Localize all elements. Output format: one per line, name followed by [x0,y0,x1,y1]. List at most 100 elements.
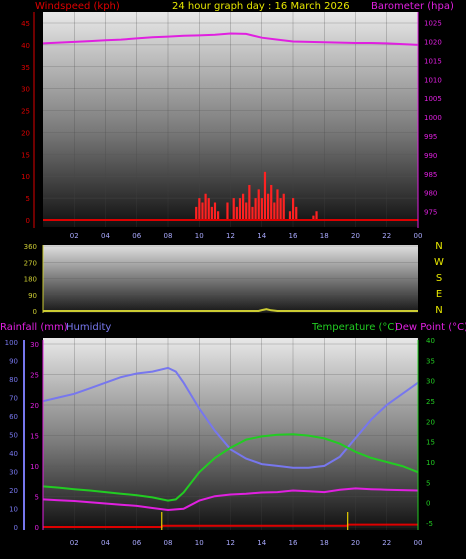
direction-tick-labels: 0 90 180 270 360 [24,243,37,316]
direction-panel-background [43,245,418,313]
windspeed-bar [198,198,201,220]
windspeed-bar [217,211,220,220]
windspeed-bar [273,202,276,220]
barometer-axis-title: Barometer (hpa) [371,1,454,12]
compass-letter: N [435,241,442,252]
windspeed-bar [295,206,298,220]
windspeed-bar [270,184,273,220]
time-tick-label: 14 [257,539,266,547]
windspeed-tick-label: 35 [21,64,30,72]
windspeed-tick-label: 5 [26,195,30,203]
barometer-tick-label: 1015 [424,57,442,65]
temperature-tick-label: 10 [426,459,435,467]
temperature-tick-label: 0 [426,500,430,508]
time-tick-label: 22 [382,539,391,547]
humidity-tick-labels: 0 10 20 30 40 50 60 70 80 90 100 [5,339,18,532]
windspeed-tick-label: 25 [21,108,30,116]
humidity-tick-label: 100 [5,339,18,347]
windspeed-bar [254,198,257,220]
graph-title: 24 hour graph day : 16 March 2026 [172,1,350,12]
windspeed-bar [312,215,315,220]
humidity-tick-label: 80 [9,376,18,384]
windspeed-tick-label: 15 [21,151,30,159]
time-tick-label: 12 [226,539,235,547]
time-tick-label: 04 [101,539,110,547]
rainfall-tick-label: 20 [30,402,39,410]
windspeed-bar [288,211,292,220]
windspeed-bar [260,198,263,220]
humidity-axis-title: Humidity [66,322,111,333]
windspeed-bar [235,206,238,220]
barometer-tick-label: 980 [424,190,437,198]
windspeed-bar [267,193,270,220]
barometer-tick-label: 1005 [424,95,442,103]
rain-event-markers [161,512,349,530]
windspeed-bar [282,193,285,220]
time-tick-label: 02 [70,232,79,240]
compass-letter: S [436,273,442,284]
humidity-tick-label: 90 [9,358,18,366]
compass-letter: N [435,305,442,316]
rainfall-axis-title: Rainfall (mm) [0,322,68,333]
temperature-tick-label: 30 [426,378,435,386]
temperature-tick-label: 15 [426,439,435,447]
time-tick-label: 12 [226,232,235,240]
windspeed-tick-label: 0 [26,217,30,225]
rainfall-tick-label: 30 [30,341,39,349]
barometer-line [42,32,419,46]
time-tick-label: 00 [414,232,423,240]
windspeed-bar [279,198,282,220]
time-tick-label: 22 [382,232,391,240]
windspeed-bar [263,171,267,220]
windspeed-bar [276,189,279,220]
direction-tick-label: 180 [24,276,37,284]
time-tick-label: 06 [132,539,141,547]
windspeed-axis-title: Windspeed (kph) [35,1,120,12]
windspeed-bar [257,189,260,220]
barometer-tick-label: 1000 [424,114,442,122]
windspeed-bar [204,193,207,220]
humidity-tick-label: 40 [9,450,18,458]
compass-letter: E [436,289,442,300]
rainfall-tick-label: 15 [30,433,39,441]
windspeed-bar [248,184,251,220]
wind-direction-line [43,308,418,312]
rainfall-tick-label: 0 [35,524,39,532]
time-tick-label: 18 [320,539,329,547]
temperature-tick-labels: -5 0 5 10 15 20 25 30 35 40 [426,337,435,528]
time-tick-label: 20 [351,539,360,547]
windspeed-bar [226,202,229,220]
windspeed-tick-label: 30 [21,86,30,94]
time-tick-label: 16 [289,539,298,547]
barometer-tick-label: 995 [424,133,437,141]
windspeed-bar [195,206,198,220]
windspeed-bar [201,202,204,220]
time-tick-label: 02 [70,539,79,547]
windspeed-bar [238,198,242,220]
barometer-tick-label: 1010 [424,76,442,84]
barometer-tick-labels: 975 980 985 990 995 1000 1005 1010 1015 1020 1025 [424,20,442,217]
time-tick-label: 06 [132,232,141,240]
direction-tick-label: 90 [28,292,37,300]
time-tick-label: 08 [164,539,173,547]
temperature-axis-title: Temperature (°C) [311,322,398,333]
time-tick-label: 14 [257,232,266,240]
humidity-tick-label: 10 [9,506,18,514]
time-tick-label: 04 [101,232,110,240]
temperature-tick-label: 5 [426,479,430,487]
time-tick-label: 10 [195,232,204,240]
windspeed-tick-labels: 0 5 10 15 20 25 30 35 40 45 [21,20,30,225]
direction-tick-label: 360 [24,243,37,251]
humidity-line [42,366,419,469]
temperature-tick-label: 20 [426,418,435,426]
wind-panel-time-labels: 02 04 06 08 10 12 14 16 18 20 22 00 [70,232,423,240]
compass-letter: W [434,257,444,268]
windspeed-bar [292,198,295,220]
windspeed-bar [315,211,318,220]
rainfall-tick-label: 10 [30,463,39,471]
windspeed-bar [242,193,245,220]
windspeed-bar [245,202,248,220]
temperature-tick-label: -5 [426,520,433,528]
